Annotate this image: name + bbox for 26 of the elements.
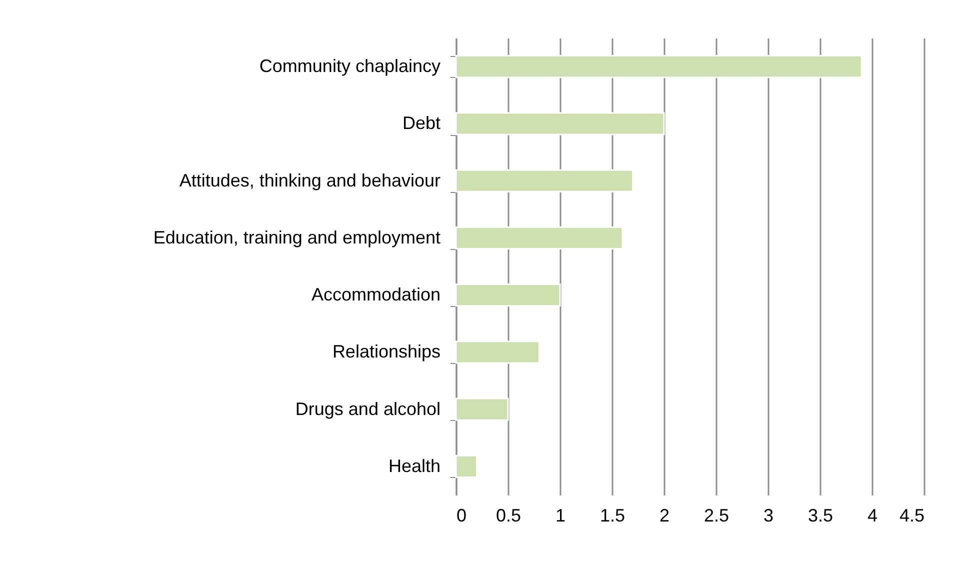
y-tick-label: Community chaplaincy [259, 56, 440, 76]
y-tick-label: Health [388, 456, 440, 476]
y-tick-label: Attitudes, thinking and behaviour [179, 170, 440, 190]
x-tick-label: 0.5 [496, 506, 522, 526]
x-tick-label: 3.5 [808, 506, 834, 526]
x-tick-label: 3 [763, 506, 774, 526]
x-tick-label: 4 [867, 506, 878, 526]
x-tick-label: 4.5 [899, 506, 924, 526]
y-tick-label: Relationships [332, 342, 440, 362]
y-tick-label: Drugs and alcohol [295, 398, 440, 419]
bar [455, 112, 665, 136]
bar [455, 283, 561, 307]
x-tick-label: 2.5 [704, 506, 730, 526]
y-tick-label: Education, training and employment [153, 227, 440, 248]
y-tick-label: Accommodation [311, 284, 440, 305]
x-tick-label: 2 [659, 506, 670, 526]
x-tick-label: 1.5 [600, 506, 626, 526]
bar [455, 340, 540, 364]
bar [455, 169, 634, 192]
x-tick-label: 1 [555, 506, 566, 526]
bar [455, 226, 624, 250]
bar [455, 454, 478, 478]
x-tick-label: 0 [456, 506, 467, 526]
y-tick-label: Debt [402, 113, 440, 134]
bar [455, 398, 509, 421]
bar [455, 54, 862, 78]
